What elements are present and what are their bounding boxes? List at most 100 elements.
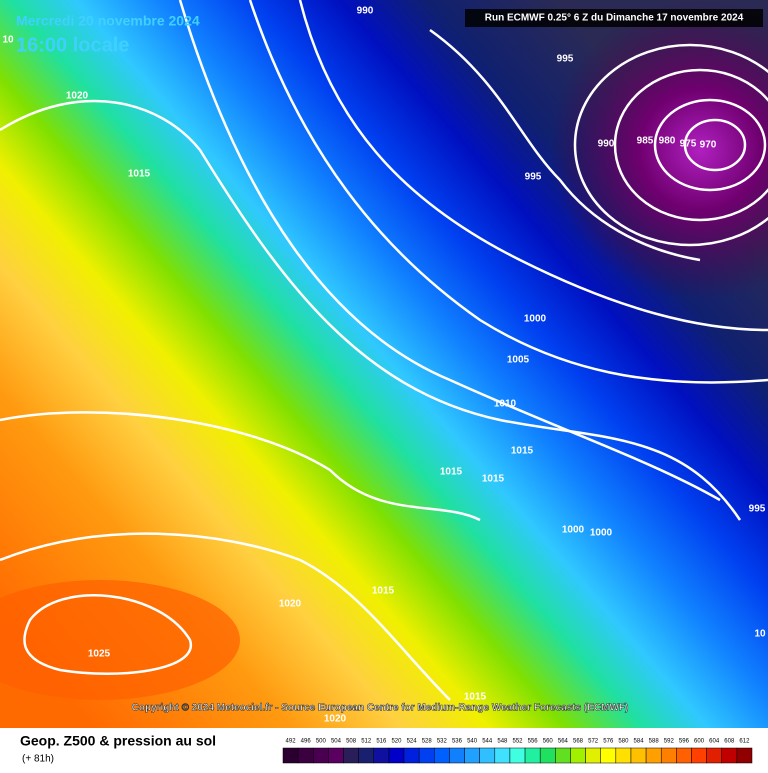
forecast-time: 16:00 locale bbox=[16, 34, 129, 56]
scale-swatch bbox=[328, 747, 344, 764]
scale-swatch bbox=[494, 747, 511, 764]
scale-swatch bbox=[721, 747, 738, 764]
scale-label: 592 bbox=[664, 739, 675, 745]
isobar-labels: 10 990 1020 1015 995 990 985 980 975 970 995 1000 10… bbox=[2, 6, 766, 725]
copyright: Copyright © 2024 Meteociel.fr - Source E… bbox=[132, 703, 629, 714]
scale-swatch bbox=[449, 747, 465, 764]
scale-label: 492 bbox=[286, 739, 297, 745]
forecast-date: Mercredi 20 novembre 2024 bbox=[16, 13, 200, 29]
isobar-label: 990 bbox=[357, 6, 374, 17]
scale-label: 588 bbox=[649, 739, 660, 745]
scale-swatch bbox=[615, 747, 632, 764]
isobar-label: 980 bbox=[659, 136, 676, 147]
scale-label: 512 bbox=[361, 739, 372, 745]
isobar-label: 10 bbox=[2, 35, 14, 46]
isobar-label: 1020 bbox=[66, 91, 89, 102]
scale-label: 504 bbox=[331, 739, 342, 745]
isobar-label: 1020 bbox=[324, 714, 347, 725]
scale-swatch bbox=[388, 747, 405, 764]
scale-label: 524 bbox=[407, 739, 418, 745]
scale-swatch bbox=[479, 747, 496, 764]
scale-label: 556 bbox=[528, 739, 539, 745]
scale-swatch bbox=[539, 747, 556, 764]
scale-label: 540 bbox=[467, 739, 478, 745]
scale-swatch bbox=[570, 747, 586, 764]
isobar-label: 1015 bbox=[464, 692, 487, 703]
isobar-label: 1000 bbox=[524, 314, 547, 325]
scale-swatch bbox=[630, 747, 647, 764]
color-scale: 492 496 500 504 508 512 516 520 524 528 532 536 540 5… bbox=[282, 739, 753, 764]
scale-label: 516 bbox=[376, 739, 387, 745]
scale-label: 528 bbox=[422, 739, 433, 745]
scale-label: 560 bbox=[543, 739, 554, 745]
isobar-label: 995 bbox=[749, 504, 766, 515]
scale-swatch bbox=[434, 747, 450, 764]
scale-swatch bbox=[313, 747, 329, 764]
isobar-label: 1025 bbox=[88, 649, 111, 660]
isobar-label: 10 bbox=[754, 629, 766, 640]
scale-swatch bbox=[660, 747, 677, 764]
scale-swatch bbox=[736, 747, 753, 764]
scale-swatch bbox=[464, 747, 480, 764]
isobar-label: 1000 bbox=[590, 528, 613, 539]
scale-label: 544 bbox=[482, 739, 493, 745]
scale-label: 564 bbox=[558, 739, 569, 745]
scale-swatch bbox=[600, 747, 617, 764]
scale-label: 608 bbox=[724, 739, 735, 745]
isobars bbox=[0, 0, 768, 700]
scale-label: 600 bbox=[694, 739, 705, 745]
scale-swatch bbox=[524, 747, 541, 764]
scale-label: 576 bbox=[603, 739, 614, 745]
isobar-label: 1015 bbox=[128, 169, 151, 180]
scale-swatch bbox=[691, 747, 707, 764]
scale-swatch bbox=[403, 747, 420, 764]
scale-swatch bbox=[509, 747, 526, 764]
isobar-label: 975 bbox=[680, 139, 697, 150]
isobar-label: 990 bbox=[598, 139, 615, 150]
scale-swatch bbox=[373, 747, 390, 764]
scale-label: 500 bbox=[316, 739, 327, 745]
scale-label: 548 bbox=[497, 739, 508, 745]
run-info: Run ECMWF 0.25° 6 Z du Dimanche 17 novem… bbox=[485, 13, 744, 24]
scale-label: 508 bbox=[346, 739, 357, 745]
isobar-label: 1005 bbox=[507, 355, 530, 366]
scale-swatch bbox=[676, 747, 692, 764]
isobar-label: 995 bbox=[525, 172, 542, 183]
scale-swatch bbox=[706, 747, 722, 764]
scale-label: 496 bbox=[301, 739, 312, 745]
scale-swatch bbox=[418, 747, 435, 764]
scale-swatch bbox=[358, 747, 375, 764]
scale-label: 572 bbox=[588, 739, 599, 745]
scale-label: 520 bbox=[391, 739, 402, 745]
scale-swatch bbox=[585, 747, 601, 764]
isobar-label: 995 bbox=[557, 54, 574, 65]
scale-swatch bbox=[555, 747, 571, 764]
scale-swatch bbox=[645, 747, 662, 764]
scale-label: 568 bbox=[573, 739, 584, 745]
isobar-label: 1010 bbox=[494, 399, 517, 410]
scale-label: 532 bbox=[437, 739, 448, 745]
isobar-label: 1015 bbox=[372, 586, 395, 597]
scale-swatch bbox=[297, 747, 314, 764]
scale-label: 536 bbox=[452, 739, 463, 745]
scale-swatch bbox=[282, 747, 299, 764]
scale-label: 604 bbox=[709, 739, 720, 745]
run-box bbox=[465, 9, 763, 27]
isobar-label: 970 bbox=[700, 140, 717, 151]
isobar-label: 1000 bbox=[562, 525, 585, 536]
scale-label: 552 bbox=[512, 739, 523, 745]
scale-label: 584 bbox=[634, 739, 645, 745]
isobar-label: 1015 bbox=[482, 474, 505, 485]
scale-label: 612 bbox=[739, 739, 750, 745]
isobar-label: 985 bbox=[637, 136, 654, 147]
isobar-label: 1015 bbox=[511, 446, 534, 457]
scale-swatch bbox=[343, 747, 359, 764]
footer-lead: (+ 81h) bbox=[22, 754, 54, 765]
low-pressure-core bbox=[550, 0, 768, 300]
scale-label: 580 bbox=[618, 739, 629, 745]
footer-title: Geop. Z500 & pression au sol bbox=[20, 733, 216, 749]
scale-label: 596 bbox=[679, 739, 690, 745]
isobar-label: 1015 bbox=[440, 467, 463, 478]
isobar-label: 1020 bbox=[279, 599, 302, 610]
